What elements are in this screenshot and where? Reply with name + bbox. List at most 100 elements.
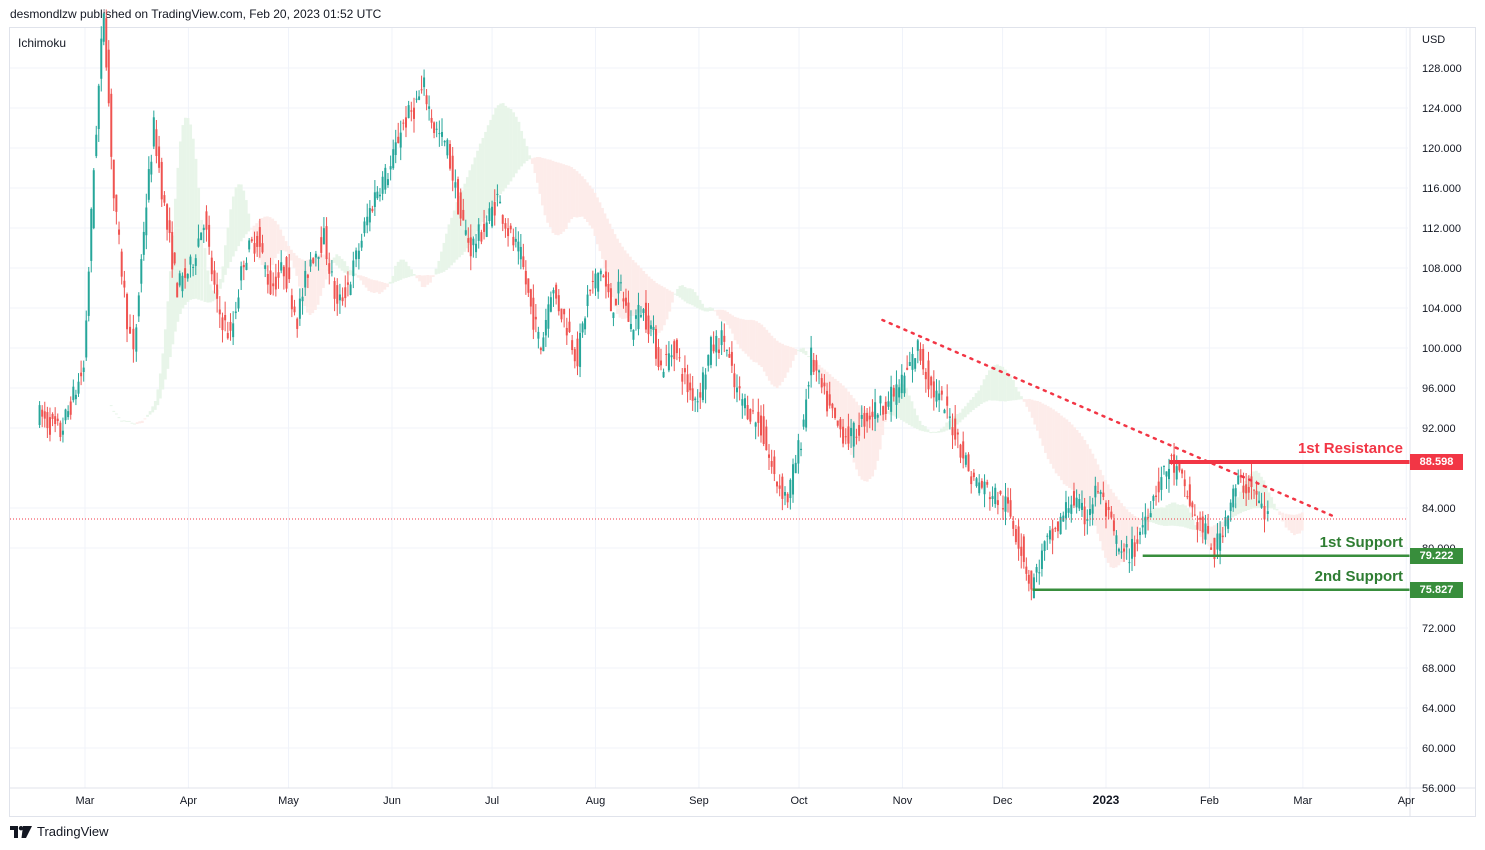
cloud-segment bbox=[1234, 503, 1237, 516]
cloud-segment bbox=[499, 103, 503, 194]
cloud-segment bbox=[186, 118, 190, 302]
cloud-segment bbox=[455, 202, 459, 260]
cloud-segment bbox=[263, 216, 267, 269]
cloud-segment bbox=[1083, 440, 1087, 504]
candle bbox=[264, 262, 267, 278]
candle bbox=[107, 40, 110, 107]
cloud-segment bbox=[289, 249, 293, 261]
candle bbox=[576, 331, 579, 376]
candle bbox=[218, 296, 221, 328]
candle bbox=[850, 418, 853, 448]
cloud-segment bbox=[652, 280, 656, 335]
candle bbox=[234, 301, 237, 320]
candle bbox=[499, 195, 502, 204]
cloud-segment bbox=[713, 310, 717, 312]
candle bbox=[730, 341, 733, 374]
indicator-label[interactable]: Ichimoku bbox=[18, 36, 67, 50]
cloud-segment bbox=[176, 167, 180, 322]
candle bbox=[368, 200, 371, 232]
cloud-segment bbox=[221, 266, 225, 283]
candle bbox=[1083, 497, 1086, 536]
cloud-segment bbox=[939, 428, 943, 433]
candle bbox=[1040, 543, 1043, 577]
candle bbox=[425, 88, 428, 111]
cloud-segment bbox=[744, 319, 748, 354]
cloud-segment bbox=[794, 348, 798, 355]
cloud-segment bbox=[161, 353, 165, 390]
cloud-segment bbox=[194, 158, 198, 299]
candle bbox=[509, 223, 512, 234]
candle bbox=[746, 395, 749, 421]
cloud-segment bbox=[1165, 505, 1169, 526]
candle bbox=[826, 382, 829, 417]
candle bbox=[629, 310, 632, 332]
x-tick-label: Nov bbox=[893, 795, 913, 807]
cloud-segment bbox=[1184, 505, 1187, 528]
candle bbox=[622, 291, 625, 309]
cloud-segment bbox=[332, 257, 336, 263]
candle bbox=[681, 368, 684, 395]
candle bbox=[1102, 481, 1105, 501]
cloud-segment bbox=[807, 356, 810, 358]
cloud-segment bbox=[1049, 407, 1053, 464]
cloud-segment bbox=[120, 420, 123, 422]
candle bbox=[614, 298, 617, 306]
y-tick-label: 100.000 bbox=[1422, 343, 1462, 355]
cloud-segment bbox=[681, 285, 684, 300]
candle bbox=[802, 414, 805, 430]
cloud-segment bbox=[375, 280, 379, 293]
candle bbox=[349, 281, 352, 296]
candle bbox=[232, 311, 235, 346]
candle bbox=[344, 275, 347, 308]
cloud-segment bbox=[489, 119, 493, 210]
candle bbox=[328, 252, 331, 285]
cloud-segment bbox=[478, 143, 482, 227]
candle bbox=[879, 395, 882, 416]
chart-frame bbox=[9, 27, 1476, 817]
candle bbox=[1078, 493, 1081, 512]
cloud-segment bbox=[178, 141, 182, 314]
candle bbox=[733, 363, 736, 399]
candle bbox=[1043, 540, 1046, 561]
cloud-segment bbox=[631, 260, 635, 317]
candle bbox=[56, 413, 59, 426]
candle bbox=[723, 323, 726, 353]
candle bbox=[320, 226, 323, 258]
candle bbox=[667, 341, 670, 373]
candle bbox=[919, 342, 922, 365]
candle bbox=[555, 282, 558, 305]
candle bbox=[619, 274, 622, 291]
cloud-segment bbox=[465, 177, 469, 249]
cloud-segment bbox=[860, 407, 864, 480]
cloud-segment bbox=[876, 414, 880, 461]
cloud-segment bbox=[346, 266, 349, 275]
candle bbox=[818, 369, 821, 385]
candle bbox=[184, 258, 187, 289]
candle bbox=[903, 372, 906, 397]
candle bbox=[1186, 490, 1189, 500]
tradingview-footer[interactable]: TradingView bbox=[10, 824, 109, 839]
candle bbox=[527, 278, 530, 297]
candle bbox=[792, 458, 795, 503]
candle bbox=[573, 346, 576, 369]
candle bbox=[1234, 484, 1237, 509]
candle bbox=[900, 364, 903, 399]
cloud-segment bbox=[655, 283, 659, 336]
candle bbox=[842, 418, 845, 448]
cloud-segment bbox=[1017, 391, 1021, 400]
candle bbox=[991, 486, 994, 507]
candle bbox=[371, 205, 374, 213]
cloud-segment bbox=[721, 309, 724, 321]
cloud-segment bbox=[873, 414, 877, 470]
candle bbox=[248, 238, 251, 253]
cloud-segment bbox=[765, 329, 769, 377]
candle bbox=[662, 368, 665, 378]
candle bbox=[1123, 543, 1126, 562]
candle bbox=[975, 476, 978, 488]
candle bbox=[1009, 488, 1012, 519]
cloud-segment bbox=[1194, 525, 1198, 530]
cloud-segment bbox=[711, 308, 714, 311]
candle bbox=[686, 364, 689, 403]
resistance-price-tag: 88.598 bbox=[1410, 454, 1463, 471]
